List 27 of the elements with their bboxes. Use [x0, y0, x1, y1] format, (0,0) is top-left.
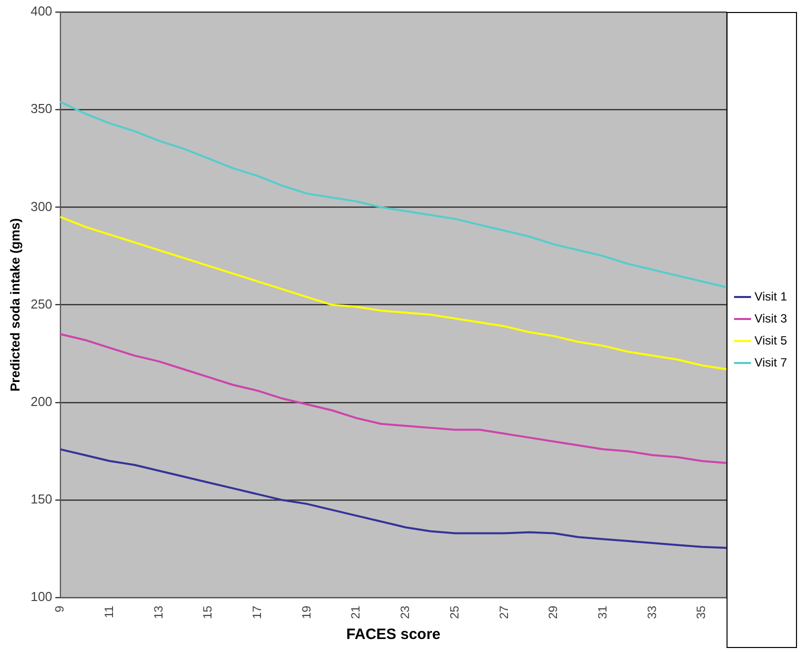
legend-label: Visit 5: [754, 333, 788, 348]
y-tick-label: 100: [30, 589, 52, 604]
y-tick-label: 250: [30, 296, 52, 312]
y-tick-label: 350: [30, 101, 52, 116]
legend-label: Visit 1: [754, 289, 788, 304]
x-tick-label: 33: [644, 605, 659, 620]
x-tick-label: 21: [348, 605, 363, 620]
y-tick-label: 200: [30, 394, 52, 410]
legend-label: Visit 7: [754, 355, 788, 370]
y-tick-label: 400: [30, 4, 52, 19]
x-tick-label: 9: [52, 605, 67, 612]
x-tick-label: 19: [299, 605, 314, 620]
y-tick-label: 300: [30, 198, 52, 214]
x-tick-label: 31: [595, 605, 610, 620]
y-axis-title: Predicted soda intake (gms): [7, 218, 22, 392]
x-axis-title: FACES score: [346, 626, 441, 644]
x-tick-label: 25: [447, 605, 462, 620]
legend-label: Visit 3: [754, 311, 788, 326]
x-tick-label: 17: [250, 605, 264, 620]
y-tick-label: 150: [30, 492, 52, 507]
x-tick-label: 15: [200, 605, 215, 620]
x-tick-label: 35: [694, 605, 708, 620]
x-tick-label: 23: [398, 605, 412, 620]
x-tick-label: 13: [151, 605, 166, 620]
x-tick-label: 27: [496, 605, 511, 620]
x-tick-label: 29: [546, 605, 560, 620]
x-tick-label: 11: [102, 605, 116, 618]
